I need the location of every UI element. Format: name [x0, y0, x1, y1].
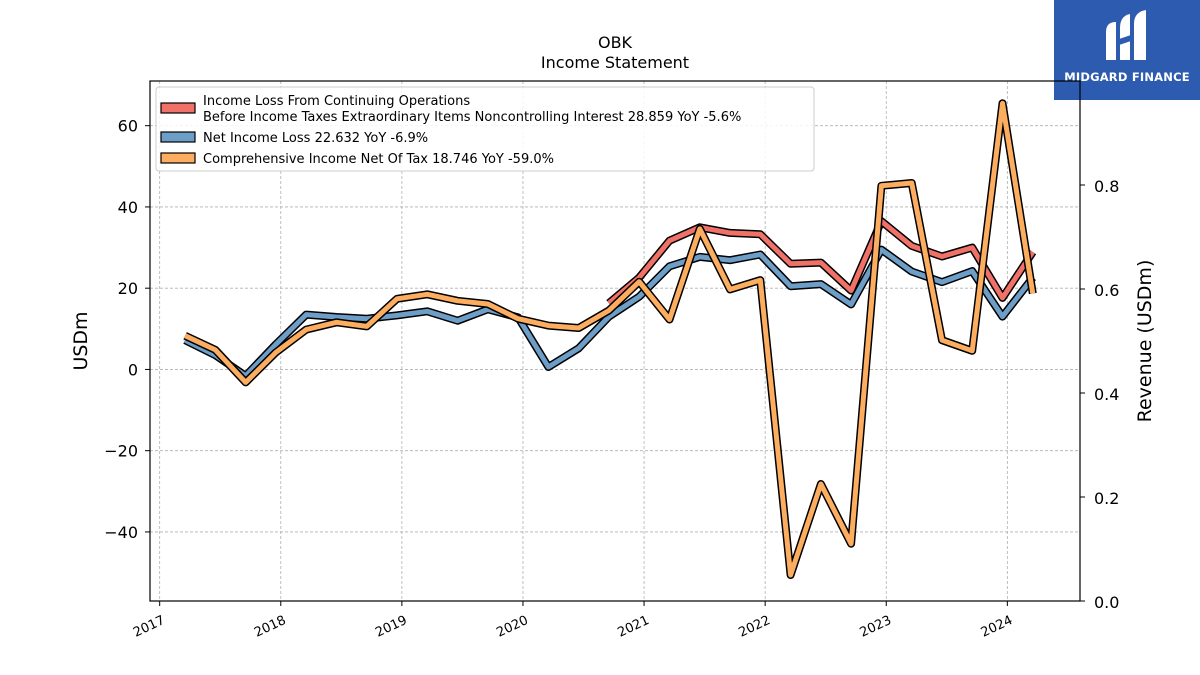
x-tick-label-7: 2024	[979, 613, 1015, 641]
y-tick-label-2: 0	[128, 360, 138, 379]
x-tick-label-4: 2021	[615, 613, 651, 641]
x-tick-label-6: 2023	[858, 613, 894, 641]
x-tick-label-0: 2017	[131, 613, 167, 641]
y-tick-label-5: 60	[118, 117, 138, 136]
x-tick-label-1: 2018	[252, 613, 288, 641]
legend-label-comprehensive-income: Comprehensive Income Net Of Tax 18.746 Y…	[203, 152, 554, 167]
y-right-tick-label-3: 0.6	[1094, 281, 1119, 300]
series-line-1	[183, 247, 1035, 379]
y-tick-label-3: 20	[118, 279, 138, 298]
legend-box	[155, 86, 815, 172]
y-axis-right: 0.0 0.2 0.4 0.6 0.8	[1080, 177, 1119, 612]
y-right-tick-label-0: 0.0	[1094, 593, 1119, 612]
y-right-tick-label-4: 0.8	[1094, 177, 1119, 196]
y-axis-label: USDm	[70, 311, 92, 370]
legend: Income Loss From Continuing Operations B…	[155, 86, 815, 172]
legend-swatch-income-loss	[160, 102, 196, 114]
x-tick-label-5: 2022	[737, 613, 773, 641]
series-line-2	[184, 100, 1036, 578]
series-outline-2	[183, 99, 1037, 579]
x-tick-label-3: 2020	[494, 613, 530, 641]
midgard-m-icon	[1106, 10, 1146, 60]
chart-title: OBK	[598, 33, 633, 52]
brand-logo: MIDGARD FINANCE	[1054, 0, 1200, 100]
y-tick-label-1: −20	[104, 442, 138, 461]
y-right-tick-label-2: 0.4	[1094, 385, 1119, 404]
plot-frame	[149, 80, 1081, 602]
x-axis: 2017 2018 2019 2020 2021 2022 2023 2024	[131, 601, 1015, 641]
chart-subtitle: Income Statement	[541, 53, 689, 72]
y-axis-left: −40 −20 0 20 40 60	[104, 117, 150, 542]
y-tick-label-4: 40	[118, 198, 138, 217]
y-axis-right-label: Revenue (USDm)	[1134, 260, 1156, 423]
y-right-tick-label-1: 0.2	[1094, 489, 1119, 508]
series-line-0	[607, 218, 1035, 306]
series-group	[183, 99, 1037, 579]
legend-swatch-net-income	[160, 131, 196, 143]
legend-label-net-income: Net Income Loss 22.632 YoY -6.9%	[203, 131, 428, 146]
legend-swatch-comprehensive-income	[160, 152, 196, 164]
x-tick-label-2: 2019	[373, 613, 409, 641]
y-tick-label-0: −40	[104, 523, 138, 542]
brand-name: MIDGARD FINANCE	[1064, 70, 1190, 84]
legend-label-income-loss: Income Loss From Continuing Operations	[203, 94, 470, 109]
legend-label-income-loss-line2: Before Income Taxes Extraordinary Items …	[203, 110, 741, 125]
